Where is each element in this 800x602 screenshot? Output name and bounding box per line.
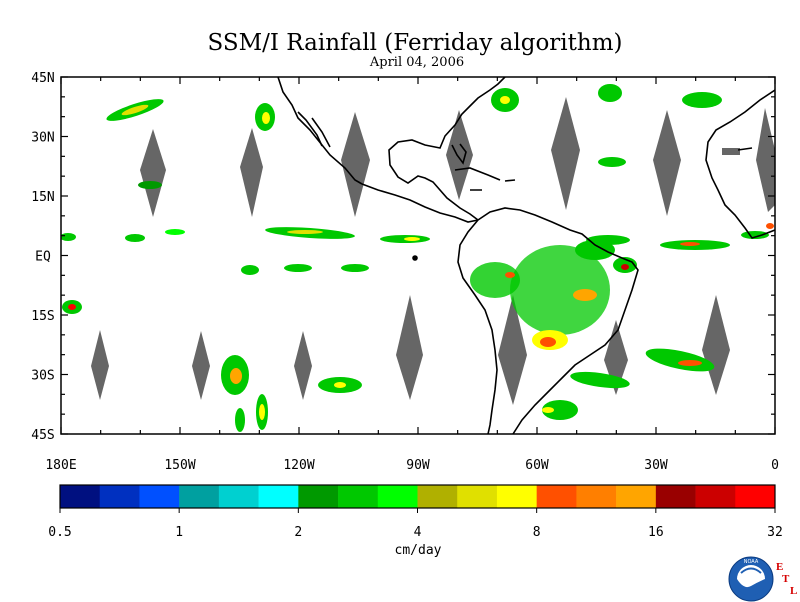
- lat-label: 30N: [31, 131, 54, 146]
- lon-label: 90W: [406, 458, 430, 473]
- colorbar-tick-label: 8: [533, 525, 541, 540]
- colorbar-swatch: [60, 485, 101, 508]
- no-data-gap: [722, 148, 740, 155]
- colorbar-swatch: [377, 485, 418, 508]
- lat-label: 30S: [31, 369, 54, 384]
- colorbar-swatch: [536, 485, 577, 508]
- lon-label: 60W: [525, 458, 549, 473]
- no-data-gap: [192, 331, 210, 400]
- colorbar-tick-label: 1: [175, 525, 183, 540]
- lon-label: 120W: [283, 458, 314, 473]
- longitude-labels: 180E 150W 120W 90W 60W 30W 0: [45, 458, 779, 473]
- no-data-gap: [653, 110, 681, 216]
- coastline: [412, 255, 418, 261]
- coastline: [454, 167, 516, 191]
- lon-label: 180E: [45, 458, 76, 473]
- lon-label: 150W: [164, 458, 195, 473]
- colorbar-labels: 0.5 1 2 4 8 16 32: [48, 508, 783, 540]
- no-data-gap: [702, 295, 730, 395]
- colorbar-swatch: [298, 485, 339, 508]
- coastline: [361, 183, 479, 223]
- no-data-gap: [396, 295, 423, 400]
- no-data-gap: [140, 129, 166, 217]
- lat-label: EQ: [35, 250, 51, 265]
- no-data-gap: [294, 331, 312, 400]
- coastline: [451, 143, 467, 165]
- lat-label: 45S: [31, 428, 54, 443]
- etl-letter-e: E: [776, 561, 784, 573]
- no-data-gap: [91, 330, 109, 400]
- colorbar-tick-label: 4: [414, 525, 422, 540]
- no-data-gap: [498, 295, 527, 405]
- rain-patches: [61, 84, 774, 432]
- latitude-labels: 45N 30N 15N EQ 15S 30S 45S: [31, 71, 54, 443]
- coastlines: [277, 77, 775, 434]
- colorbar-tick-label: 0.5: [48, 525, 71, 540]
- lon-label: 30W: [644, 458, 668, 473]
- etl-letter-t: T: [782, 573, 790, 585]
- colorbar-swatch: [616, 485, 657, 508]
- colorbar-swatch: [99, 485, 140, 508]
- axis-ticks: [60, 76, 776, 435]
- colorbar-swatch: [735, 485, 776, 508]
- colorbar-swatch: [655, 485, 696, 508]
- coastline: [705, 89, 775, 239]
- etl-letter-l: L: [790, 585, 798, 597]
- colorbar-swatch: [417, 485, 458, 508]
- lat-label: 15S: [31, 309, 54, 324]
- logo-text: NOAA: [744, 559, 759, 565]
- colorbar-swatch: [695, 485, 736, 508]
- colorbar-swatch: [338, 485, 379, 508]
- lat-label: 15N: [31, 190, 54, 205]
- no-data-gap: [240, 128, 263, 217]
- colorbar-swatch: [576, 485, 617, 508]
- colorbar-swatch: [218, 485, 259, 508]
- map-plot-area: [61, 77, 775, 434]
- coastline: [388, 77, 506, 221]
- colorbar-swatch: [496, 485, 537, 508]
- map-date: April 04, 2006: [369, 55, 465, 70]
- colorbar-tick-label: 2: [294, 525, 302, 540]
- no-data-gap: [756, 108, 775, 212]
- lon-label: 0: [771, 458, 779, 473]
- colorbar-swatch: [179, 485, 220, 508]
- colorbar-swatch: [258, 485, 299, 508]
- lat-label: 45N: [31, 71, 54, 86]
- coastline: [277, 77, 363, 185]
- coastline: [297, 111, 331, 148]
- coastline: [457, 219, 498, 434]
- colorbar-unit: cm/day: [395, 543, 442, 558]
- coastline: [477, 207, 639, 434]
- colorbar: [59, 484, 776, 509]
- no-data-gap: [446, 110, 473, 200]
- colorbar-tick-label: 32: [767, 525, 783, 540]
- no-data-gap: [551, 97, 580, 210]
- colorbar-swatch: [457, 485, 498, 508]
- colorbar-tick-label: 16: [648, 525, 664, 540]
- coastline: [737, 147, 753, 151]
- map-title: SSM/I Rainfall (Ferriday algorithm): [207, 30, 623, 56]
- colorbar-swatch: [139, 485, 180, 508]
- noaa-logo-icon: NOAA: [728, 556, 774, 602]
- no-data-gap: [341, 112, 370, 217]
